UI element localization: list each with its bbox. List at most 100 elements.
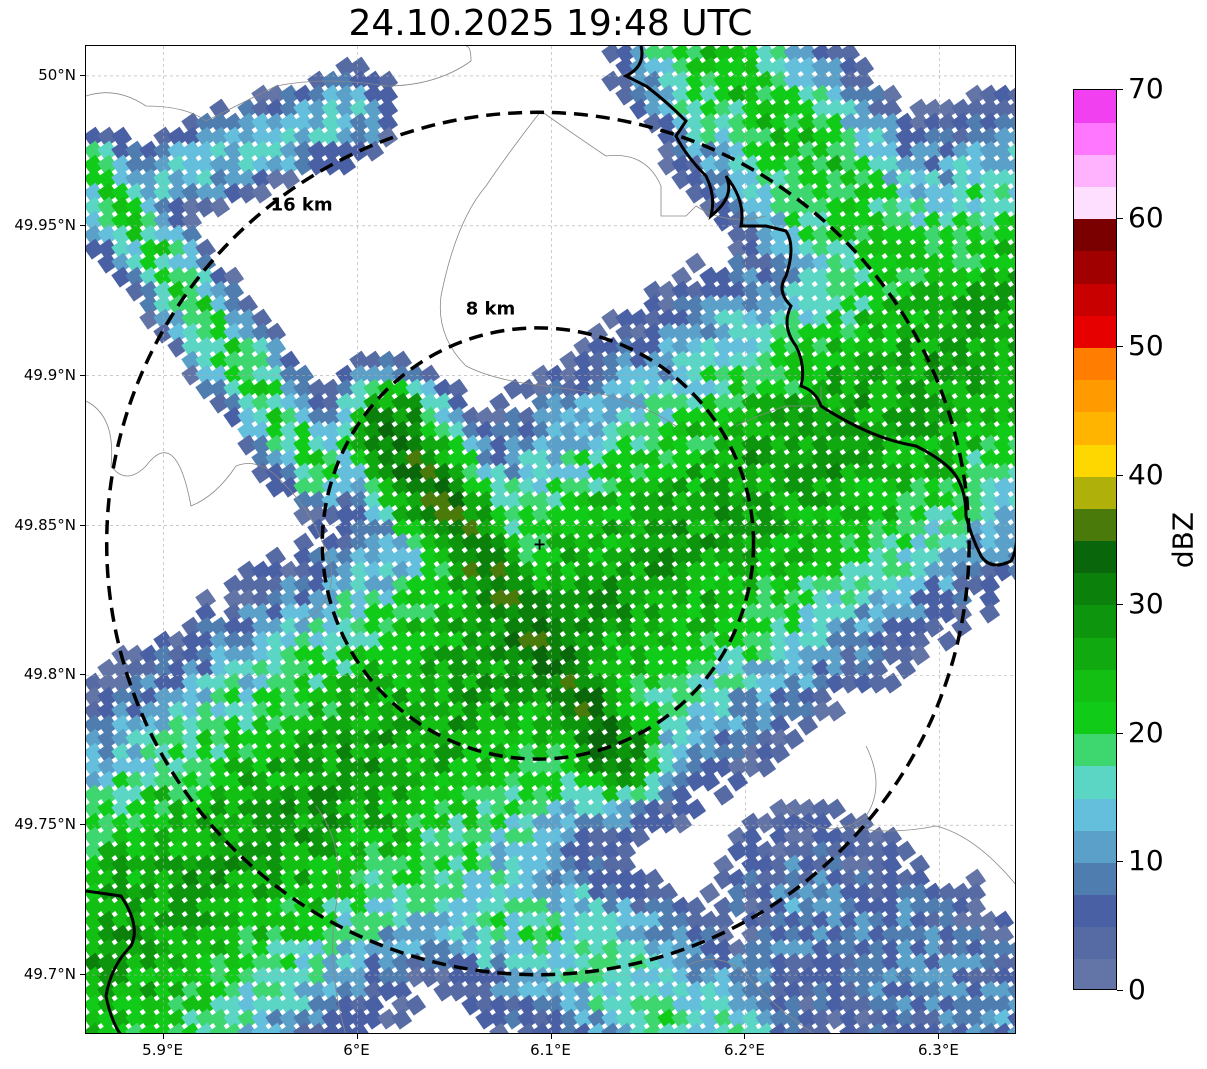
radar-map[interactable]: 8 km 16 km + [85, 45, 1016, 1034]
echo-cell [349, 812, 371, 834]
echo-cell [783, 574, 805, 596]
echo-cell [615, 532, 637, 554]
echo-cell [685, 910, 707, 932]
echo-cell [587, 616, 609, 638]
echo-cell [391, 588, 413, 610]
echo-cell [377, 616, 399, 638]
echo-cell [293, 840, 315, 862]
echo-cell [685, 112, 707, 134]
echo-cell [629, 336, 651, 358]
echo-cell [475, 854, 497, 876]
echo-cell [587, 784, 609, 806]
echo-cell [839, 154, 861, 176]
echo-cell [909, 182, 931, 204]
echo-cell [559, 994, 581, 1016]
echo-cell [125, 266, 147, 288]
echo-cell [377, 812, 399, 834]
echo-cell [419, 966, 441, 988]
echo-cell [321, 700, 343, 722]
echo-cell [181, 140, 203, 162]
echo-cell [895, 476, 917, 498]
echo-cell [363, 728, 385, 750]
echo-cell [265, 616, 287, 638]
echo-cell [461, 686, 483, 708]
echo-cell [307, 770, 329, 792]
echo-cell [363, 630, 385, 652]
echo-cell [251, 364, 273, 386]
echo-cell [881, 938, 903, 960]
echo-cell [139, 952, 161, 974]
echo-cell [741, 224, 763, 246]
echo-cell [587, 532, 609, 554]
echo-cell [657, 532, 679, 554]
echo-cell [741, 840, 763, 862]
echo-cell [363, 742, 385, 764]
echo-cell [139, 168, 161, 190]
echo-cell [195, 126, 217, 148]
echo-cell [349, 700, 371, 722]
echo-cell [447, 924, 469, 946]
echo-cell [615, 588, 637, 610]
echo-cell [419, 924, 441, 946]
echo-cell [909, 112, 931, 134]
echo-cell [755, 182, 777, 204]
echo-cell [615, 602, 637, 624]
echo-cell [363, 756, 385, 778]
echo-cell [223, 896, 245, 918]
echo-cell [811, 448, 833, 470]
echo-cell [965, 392, 987, 414]
echo-cell [405, 518, 427, 540]
echo-cell [755, 84, 777, 106]
echo-cell [363, 588, 385, 610]
echo-cell [307, 924, 329, 946]
echo-cell [573, 574, 595, 596]
echo-cell [349, 434, 371, 456]
echo-cell [489, 504, 511, 526]
echo-cell [671, 406, 693, 428]
echo-cell [503, 588, 525, 610]
echo-cell [853, 616, 875, 638]
echo-cell [307, 980, 329, 1002]
echo-cell [825, 546, 847, 568]
echo-cell [643, 560, 665, 582]
echo-cell [447, 756, 469, 778]
echo-cell [419, 616, 441, 638]
echo-cell [811, 84, 833, 106]
echo-cell [167, 896, 189, 918]
echo-cell [657, 448, 679, 470]
echo-cell [251, 770, 273, 792]
echo-cell [503, 504, 525, 526]
echo-cell [881, 616, 903, 638]
echo-cell [783, 238, 805, 260]
echo-cell [713, 448, 735, 470]
echo-cell [475, 882, 497, 904]
echo-cell [517, 630, 539, 652]
echo-cell [573, 434, 595, 456]
echo-cell [797, 406, 819, 428]
echo-cell [867, 602, 889, 624]
echo-cell [405, 812, 427, 834]
echo-cell [195, 630, 217, 652]
echo-cell [853, 182, 875, 204]
echo-cell [993, 966, 1015, 988]
echo-cell [825, 672, 847, 694]
echo-cell [699, 966, 721, 988]
echo-cell [601, 448, 623, 470]
echo-cell [559, 1022, 581, 1033]
echo-cell [265, 784, 287, 806]
echo-cell [965, 560, 987, 582]
echo-cell [881, 588, 903, 610]
echo-cell [293, 994, 315, 1016]
echo-cell [279, 1022, 301, 1033]
echo-cell [867, 560, 889, 582]
echo-cell [461, 588, 483, 610]
echo-cell [741, 630, 763, 652]
echo-cell [545, 686, 567, 708]
echo-cell [237, 924, 259, 946]
echo-cell [699, 476, 721, 498]
echo-cell [811, 686, 833, 708]
echo-cell [475, 896, 497, 918]
echo-cell [755, 560, 777, 582]
echo-cell [895, 182, 917, 204]
echo-cell [279, 770, 301, 792]
